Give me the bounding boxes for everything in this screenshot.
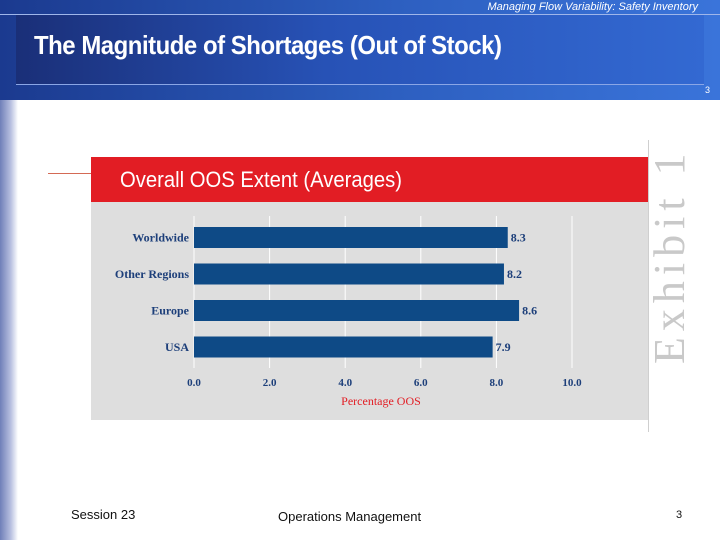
- footer-page-number: 3: [676, 509, 683, 521]
- chart-title: Overall OOS Extent (Averages): [120, 167, 402, 192]
- slide-title: The Magnitude of Shortages (Out of Stock…: [34, 30, 502, 60]
- value-label: 8.6: [522, 304, 537, 318]
- slide-subtitle: Managing Flow Variability: Safety Invent…: [487, 1, 698, 13]
- left-decorative-strip: [0, 0, 18, 540]
- value-label: 8.2: [507, 267, 522, 281]
- x-tick-labels: 0.0 2.0 4.0 6.0 8.0 10.0: [187, 377, 582, 389]
- chart-title-bar: [91, 157, 648, 202]
- x-tick-label: 10.0: [562, 377, 582, 389]
- category-label: USA: [165, 340, 189, 354]
- header-divider: [0, 14, 720, 15]
- category-label: Other Regions: [115, 267, 189, 281]
- bar-usa: [194, 336, 493, 358]
- exhibit-divider: [648, 140, 649, 432]
- x-tick-label: 4.0: [338, 377, 352, 389]
- bar-worldwide: [194, 227, 508, 248]
- exhibit-label: Exhibit 1: [645, 147, 694, 364]
- category-label: Worldwide: [132, 231, 189, 245]
- x-tick-label: 0.0: [187, 377, 201, 389]
- x-axis-label: Percentage OOS: [341, 394, 421, 408]
- title-box: [16, 15, 704, 85]
- footer-session: Session 23: [71, 507, 136, 522]
- slide-number-top: 3: [704, 85, 710, 95]
- figure-rule: [48, 173, 92, 174]
- x-tick-label: 6.0: [414, 377, 428, 389]
- value-label: 8.3: [511, 231, 526, 245]
- value-labels: 8.3 8.2 8.6 7.9: [496, 231, 537, 355]
- x-tick-label: 8.0: [490, 377, 504, 389]
- footer-course: Operations Management: [278, 509, 422, 524]
- category-labels: Worldwide Other Regions Europe USA: [115, 231, 190, 355]
- x-tick-label: 2.0: [263, 377, 277, 389]
- bar-europe: [194, 300, 520, 321]
- category-label: Europe: [151, 304, 189, 318]
- value-label: 7.9: [496, 340, 511, 354]
- bar-other-regions: [194, 263, 504, 285]
- bars: [194, 227, 520, 358]
